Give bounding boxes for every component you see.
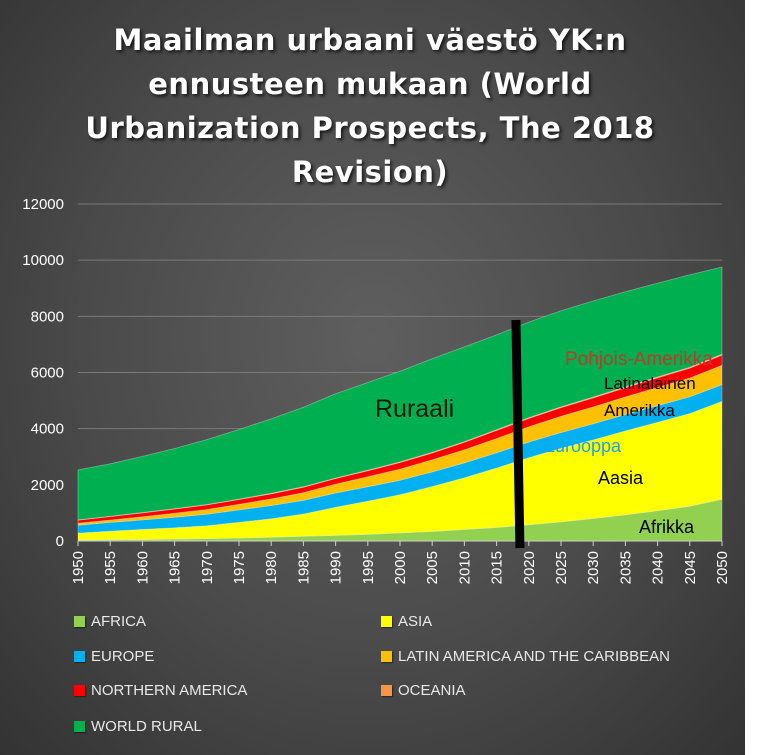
annotation-rural: Ruraali xyxy=(375,395,454,423)
x-tick-label: 1985 xyxy=(295,551,312,584)
x-tick-label: 2020 xyxy=(521,551,538,584)
x-tick-label: 1955 xyxy=(102,551,119,584)
legend-label: LATIN AMERICA AND THE CARIBBEAN xyxy=(398,648,671,665)
y-tick-label: 6000 xyxy=(31,365,64,382)
plot-area: 0 2000 4000 6000 8000 10000 12000 1950 1955 1960 1… xyxy=(22,196,731,584)
x-tick-label: 2030 xyxy=(585,551,602,584)
x-tick-label: 2035 xyxy=(617,551,634,584)
x-tick-label: 2050 xyxy=(714,551,731,584)
legend-item: ASIA xyxy=(381,613,432,630)
legend-swatch xyxy=(74,651,85,662)
x-tick-label: 2025 xyxy=(553,551,570,584)
area-world-rural xyxy=(77,266,723,521)
legend-label: ASIA xyxy=(398,613,433,630)
legend-swatch xyxy=(381,616,392,627)
annotation-africa: Afrikka xyxy=(639,517,695,537)
x-tick-label: 2000 xyxy=(392,551,409,584)
y-tick-label: 8000 xyxy=(31,308,64,325)
legend-item: EUROPE xyxy=(74,648,154,665)
x-tick-label: 1975 xyxy=(231,551,248,584)
x-tick-label: 2005 xyxy=(424,551,441,584)
legend-item: WORLD RURAL xyxy=(74,718,202,735)
legend-label: NORTHERN AMERICA xyxy=(91,682,248,699)
chart-panel: Maailman urbaani väestö YK:n ennusteen m… xyxy=(0,0,745,755)
y-tick-label: 12000 xyxy=(22,196,64,213)
x-tick-label: 2010 xyxy=(456,551,473,584)
x-tick-label: 2015 xyxy=(489,551,506,584)
legend-item: OCEANIA xyxy=(381,682,466,699)
annotation-northern-america: Pohjois-Amerikka xyxy=(565,349,713,370)
annotation-asia: Aasia xyxy=(598,468,644,488)
legend-swatch xyxy=(381,685,392,696)
y-tick-label: 2000 xyxy=(31,477,64,494)
legend-swatch xyxy=(381,651,392,662)
legend-swatch xyxy=(74,616,85,627)
x-tick-label: 1990 xyxy=(328,551,345,584)
x-tick-label: 1980 xyxy=(263,551,280,584)
x-tick-label: 1995 xyxy=(360,551,377,584)
x-tick-label: 2045 xyxy=(682,551,699,584)
annotation-latin-america-1: Latinalainen xyxy=(604,374,696,393)
legend-label: WORLD RURAL xyxy=(91,718,202,735)
y-tick-label: 4000 xyxy=(31,421,64,438)
y-tick-label: 0 xyxy=(56,533,64,550)
legend-label: AFRICA xyxy=(91,613,147,630)
legend-swatch xyxy=(74,685,85,696)
legend-swatch xyxy=(74,721,85,732)
annotation-latin-america-2: Amerikka xyxy=(604,401,675,420)
y-tick-label: 10000 xyxy=(22,252,64,269)
present-day-marker xyxy=(511,319,525,549)
chart-title: Maailman urbaani väestö YK:n ennusteen m… xyxy=(85,23,655,189)
x-tick-label: 1950 xyxy=(70,551,87,584)
x-tick-label: 1970 xyxy=(199,551,216,584)
legend-label: OCEANIA xyxy=(398,682,466,699)
legend-label: EUROPE xyxy=(91,648,155,665)
x-tick-label: 1960 xyxy=(134,551,151,584)
annotation-europe: Eurooppa xyxy=(543,436,622,456)
legend-item: NORTHERN AMERICA xyxy=(74,682,247,699)
legend-item: AFRICA xyxy=(74,613,146,630)
x-tick-label: 1965 xyxy=(167,551,184,584)
x-tick-label: 2040 xyxy=(650,551,667,584)
legend-item: LATIN AMERICA AND THE CARIBBEAN xyxy=(381,648,670,665)
